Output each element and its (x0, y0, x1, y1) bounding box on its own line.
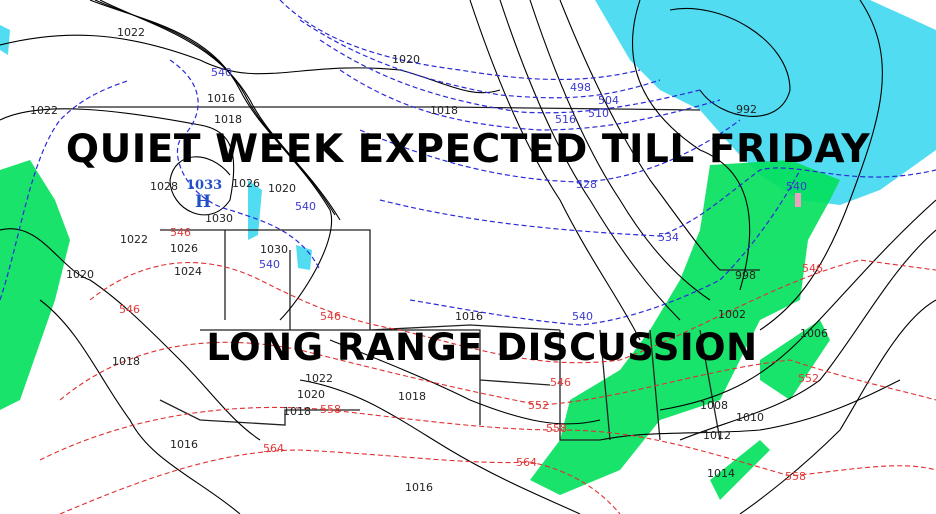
thickness-label: 528 (576, 178, 597, 191)
isobar-label: 1018 (214, 113, 242, 126)
thickness-label: 546 (170, 226, 191, 239)
thickness-label: 516 (555, 113, 576, 126)
isobar-label: 992 (736, 103, 757, 116)
thickness-label: 564 (516, 456, 537, 469)
isobar-label: 1016 (170, 438, 198, 451)
isobar-label: 1012 (703, 429, 731, 442)
red-thickness-labels: 546 546 546 546 546 552 552 558 558 558 … (119, 226, 823, 483)
isobar-label: 1018 (398, 390, 426, 403)
isobar-label: 1020 (66, 268, 94, 281)
isobar-label: 1022 (117, 26, 145, 39)
high-pressure-symbol: H (195, 192, 211, 212)
isobar-label: 1022 (305, 372, 333, 385)
thickness-label: 540 (786, 180, 807, 193)
headline: QUIET WEEK EXPECTED TILL FRIDAY (65, 127, 871, 172)
isobar-label: 1018 (430, 104, 458, 117)
isobar-label: 1022 (120, 233, 148, 246)
thickness-label: 564 (263, 442, 284, 455)
thickness-label: 546 (550, 376, 571, 389)
isobar-label: 1016 (405, 481, 433, 494)
thickness-label: 534 (658, 231, 679, 244)
snow-area (0, 0, 936, 270)
thickness-cold (0, 0, 936, 326)
isobar-label: 1002 (718, 308, 746, 321)
thickness-label: 546 (320, 310, 341, 323)
thickness-label: 552 (798, 372, 819, 385)
thickness-label: 498 (570, 81, 591, 94)
isobar-label: 1022 (30, 104, 58, 117)
isobar-label: 1006 (800, 327, 828, 340)
thickness-label: 558 (546, 422, 567, 435)
isobar-labels: 1022 1022 1016 1020 1018 1018 1028 1026 … (30, 26, 828, 494)
thickness-label: 552 (528, 399, 549, 412)
high-pressure-value: 1033 (186, 178, 222, 193)
thickness-label: 546 (802, 262, 823, 275)
isobar-label: 1026 (170, 242, 198, 255)
isobar-label: 1030 (260, 243, 288, 256)
mix-area (795, 193, 801, 207)
thickness-label: 540 (572, 310, 593, 323)
isobar-label: 1016 (207, 92, 235, 105)
isobar-label: 1018 (283, 405, 311, 418)
isobar-label: 1028 (150, 180, 178, 193)
thickness-label: 558 (785, 470, 806, 483)
isobar-label: 1008 (700, 399, 728, 412)
isobar-label: 1014 (707, 467, 735, 480)
blue-thickness-labels: 540 540 540 498 504 510 516 528 534 540 … (211, 66, 807, 323)
borders (78, 106, 760, 441)
isobar-label: 1010 (736, 411, 764, 424)
thickness-label: 558 (320, 403, 341, 416)
thickness-label: 510 (588, 107, 609, 120)
thickness-warm (39, 259, 936, 514)
isobar-label: 1026 (232, 177, 260, 190)
isobar-label: 1018 (112, 355, 140, 368)
isobar-label: 1020 (392, 53, 420, 66)
thickness-label: 504 (598, 94, 619, 107)
isobar-label: 1020 (268, 182, 296, 195)
isobar-label: 1020 (297, 388, 325, 401)
isobar-label: 998 (735, 269, 756, 282)
thickness-label: 540 (259, 258, 280, 271)
isobar-label: 1016 (455, 310, 483, 323)
thickness-label: 546 (119, 303, 140, 316)
thickness-label: 540 (211, 66, 232, 79)
thickness-label: 540 (295, 200, 316, 213)
isobar-label: 1030 (205, 212, 233, 225)
isobar-label: 1024 (174, 265, 202, 278)
subheadline: LONG RANGE DISCUSSION (206, 326, 758, 369)
